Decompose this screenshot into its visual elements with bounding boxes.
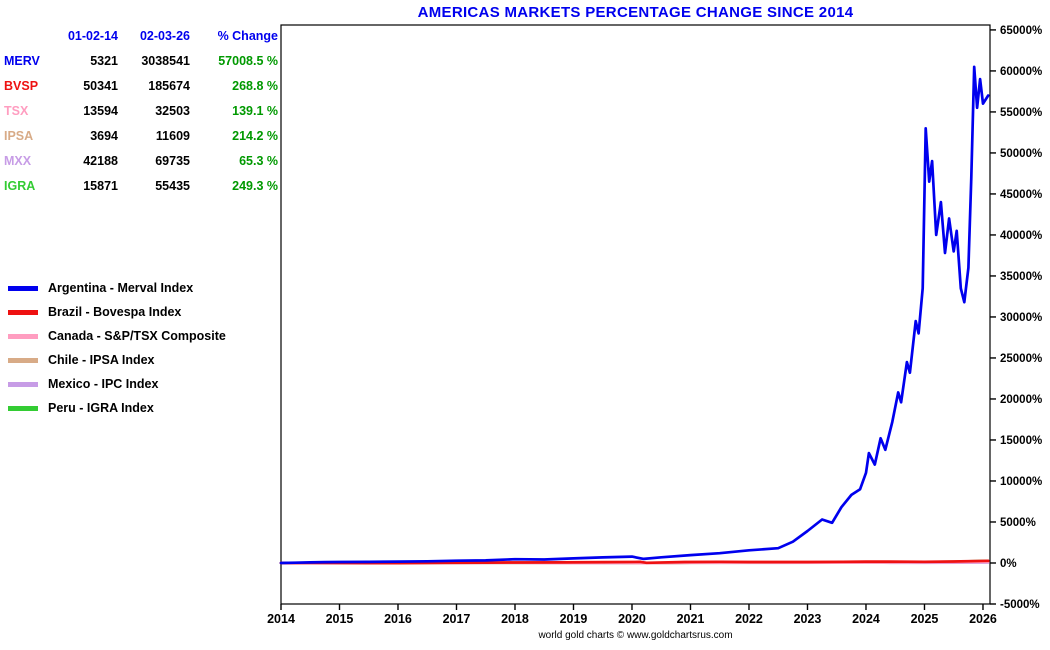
series-line-merv <box>279 65 990 565</box>
pct-change: 214.2 % <box>232 128 278 143</box>
x-tick-label: 2016 <box>384 612 412 626</box>
x-tick-label: 2020 <box>618 612 646 626</box>
legend-label: Mexico - IPC Index <box>48 377 159 391</box>
merval-line-swatch-icon <box>8 285 38 291</box>
stats-row-merv: MERV 5321 3038541 57008.5 % <box>4 48 278 73</box>
y-tick-label: 20000% <box>1000 394 1042 406</box>
y-tick-label: 45000% <box>1000 189 1042 201</box>
x-tick-label: 2014 <box>267 612 295 626</box>
start-value: 3694 <box>90 128 118 143</box>
end-value: 11609 <box>155 128 190 143</box>
index-name: BVSP <box>4 78 39 93</box>
stats-row-igra: IGRA 15871 55435 249.3 % <box>4 173 278 198</box>
series-line-tsx <box>279 560 990 565</box>
ipc-line-swatch-icon <box>8 381 38 387</box>
end-value: 69735 <box>155 153 190 168</box>
start-value: 5321 <box>90 53 118 68</box>
pct-change: 268.8 % <box>232 78 278 93</box>
y-tick-label: 25000% <box>1000 353 1042 365</box>
stats-header-end-date: 02-03-26 <box>139 28 190 43</box>
y-tick-label: 50000% <box>1000 148 1042 160</box>
legend-item-chile: Chile - IPSA Index <box>8 348 226 372</box>
stats-table: 01-02-14 02-03-26 % Change MERV 5321 303… <box>4 23 278 198</box>
index-name: TSX <box>4 103 29 118</box>
tsx-line-swatch-icon <box>8 333 38 339</box>
x-tick-label: 2022 <box>735 612 763 626</box>
y-tick-label: 40000% <box>1000 230 1042 242</box>
x-tick-label: 2021 <box>677 612 705 626</box>
x-tick-label: 2017 <box>443 612 471 626</box>
x-tick-label: 2026 <box>969 612 997 626</box>
y-tick-label: 5000% <box>1000 517 1036 529</box>
bovespa-line-swatch-icon <box>8 309 38 315</box>
stats-header-row: 01-02-14 02-03-26 % Change <box>4 23 278 48</box>
stats-header-start-date: 01-02-14 <box>67 28 118 43</box>
pct-change: 65.3 % <box>239 153 278 168</box>
index-name: MERV <box>4 53 40 68</box>
chart-title: AMERICAS MARKETS PERCENTAGE CHANGE SINCE… <box>417 4 854 21</box>
start-value: 15871 <box>83 178 118 193</box>
x-tick-label: 2015 <box>326 612 354 626</box>
legend-label: Argentina - Merval Index <box>48 281 194 295</box>
legend-item-canada: Canada - S&P/TSX Composite <box>8 324 226 348</box>
start-value: 50341 <box>83 78 118 93</box>
y-tick-label: 55000% <box>1000 107 1042 119</box>
x-tick-label: 2018 <box>501 612 529 626</box>
y-tick-label: 65000% <box>1000 25 1042 37</box>
end-value: 32503 <box>155 103 190 118</box>
y-tick-label: -5000% <box>1000 599 1040 611</box>
y-tick-label: 15000% <box>1000 435 1042 447</box>
legend: Argentina - Merval Index Brazil - Bovesp… <box>8 276 226 420</box>
legend-label: Canada - S&P/TSX Composite <box>48 329 226 343</box>
stats-row-bvsp: BVSP 50341 185674 268.8 % <box>4 73 278 98</box>
legend-item-argentina: Argentina - Merval Index <box>8 276 226 300</box>
series-line-ipsa <box>279 559 990 565</box>
legend-item-brazil: Brazil - Bovespa Index <box>8 300 226 324</box>
start-value: 13594 <box>83 103 118 118</box>
igra-line-swatch-icon <box>8 405 38 411</box>
end-value: 3038541 <box>141 53 190 68</box>
x-tick-label: 2025 <box>911 612 939 626</box>
y-tick-label: 0% <box>1000 558 1017 570</box>
start-value: 42188 <box>83 153 118 168</box>
index-name: MXX <box>4 153 32 168</box>
x-tick-label: 2023 <box>794 612 822 626</box>
legend-label: Brazil - Bovespa Index <box>48 305 182 319</box>
stats-row-tsx: TSX 13594 32503 139.1 % <box>4 98 278 123</box>
end-value: 185674 <box>148 78 190 93</box>
index-name: IPSA <box>4 128 34 143</box>
series-line-bvsp <box>279 559 990 565</box>
stats-header-change: % Change <box>217 28 278 43</box>
chart-footer: world gold charts © www.goldchartsrus.co… <box>538 630 733 641</box>
y-tick-label: 35000% <box>1000 271 1042 283</box>
y-tick-label: 30000% <box>1000 312 1042 324</box>
series-line-igra <box>279 559 990 565</box>
pct-change: 57008.5 % <box>218 53 278 68</box>
x-tick-label: 2019 <box>560 612 588 626</box>
y-tick-label: 60000% <box>1000 66 1042 78</box>
plot-frame <box>280 24 991 605</box>
y-tick-label: 10000% <box>1000 476 1042 488</box>
legend-label: Peru - IGRA Index <box>48 401 154 415</box>
ipsa-line-swatch-icon <box>8 357 38 363</box>
pct-change: 139.1 % <box>232 103 278 118</box>
index-name: IGRA <box>4 178 36 193</box>
stats-row-ipsa: IPSA 3694 11609 214.2 % <box>4 123 278 148</box>
x-tick-label: 2024 <box>852 612 880 626</box>
legend-label: Chile - IPSA Index <box>48 353 155 367</box>
legend-item-mexico: Mexico - IPC Index <box>8 372 226 396</box>
legend-item-peru: Peru - IGRA Index <box>8 396 226 420</box>
end-value: 55435 <box>155 178 190 193</box>
stats-row-mxx: MXX 42188 69735 65.3 % <box>4 148 278 173</box>
series-line-mxx <box>279 561 990 565</box>
pct-change: 249.3 % <box>232 178 278 193</box>
